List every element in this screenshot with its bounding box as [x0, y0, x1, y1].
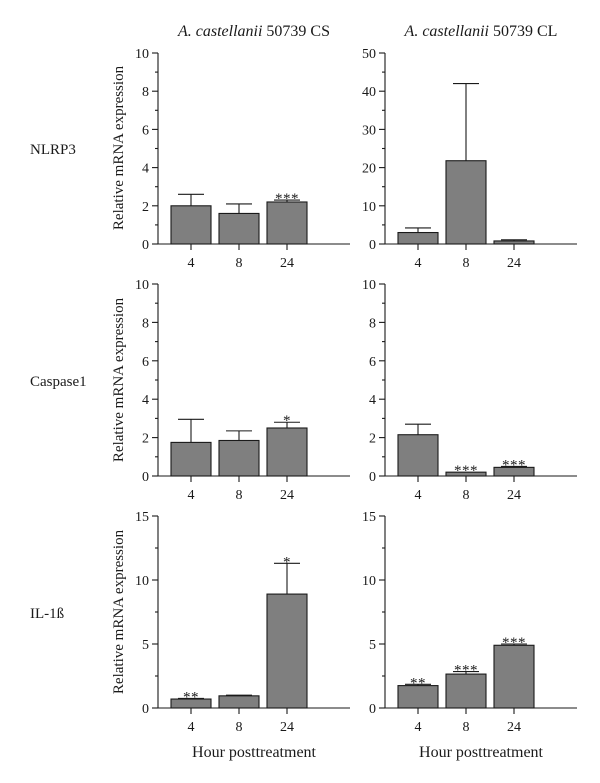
significance-mark-4h: **	[410, 675, 426, 691]
y-tick-label: 8	[369, 316, 376, 331]
y-tick-label: 6	[142, 123, 149, 138]
bar-24h	[493, 240, 535, 245]
bar-24h	[266, 427, 308, 477]
y-tick-label: 30	[362, 123, 376, 138]
y-tick-label: 10	[362, 574, 376, 589]
x-axis-label-cl: Hour posttreatment	[419, 744, 544, 761]
y-tick-label: 50	[362, 47, 376, 62]
x-tick-label-24: 24	[507, 256, 521, 271]
y-tick-label: 0	[142, 470, 149, 485]
bar-8h	[445, 673, 487, 709]
panel-il1-cs: 0 5 10 15 4 ** 8 24 *	[135, 510, 350, 735]
bar-24h	[266, 201, 308, 245]
bar-8h	[218, 439, 260, 477]
x-tick-label-4: 4	[415, 256, 422, 271]
bar-24h	[493, 644, 535, 709]
y-tick-label: 8	[142, 85, 149, 100]
significance-mark-8h: ***	[454, 663, 478, 679]
x-tick-label-4: 4	[188, 256, 195, 271]
y-tick-label: 15	[362, 510, 376, 525]
panel-il1-cl: 0 5 10 15 4 ** 8 *** 24 ***	[362, 510, 577, 735]
y-tick-label: 10	[135, 574, 149, 589]
y-tick-label: 6	[369, 355, 376, 370]
row-label-caspase1: Caspase1	[30, 374, 87, 390]
bar-4h	[170, 441, 212, 477]
x-tick-label-8: 8	[463, 256, 470, 271]
bar-4h	[397, 434, 439, 477]
x-tick-label-4: 4	[415, 488, 422, 503]
y-tick-label: 0	[369, 238, 376, 253]
y-tick-label: 5	[369, 638, 376, 653]
y-axis-label-row1: Relative mRNA expression	[111, 65, 127, 230]
y-tick-label: 2	[142, 432, 149, 447]
significance-mark-4h: **	[183, 689, 199, 705]
x-tick-label-8: 8	[236, 256, 243, 271]
bar-8h	[218, 695, 260, 709]
y-tick-label: 0	[369, 470, 376, 485]
x-tick-label-24: 24	[280, 720, 294, 735]
column-title-cl: A. castellanii 50739 CL	[404, 23, 558, 40]
significance-mark-24h: *	[283, 413, 291, 429]
y-tick-label: 15	[135, 510, 149, 525]
y-tick-label: 0	[142, 702, 149, 717]
x-tick-label-8: 8	[236, 720, 243, 735]
y-tick-label: 4	[142, 393, 149, 408]
x-tick-label-4: 4	[415, 720, 422, 735]
bar-8h	[445, 160, 487, 245]
x-tick-label-24: 24	[507, 720, 521, 735]
x-tick-label-24: 24	[507, 488, 521, 503]
y-axis-label-row2: Relative mRNA expression	[111, 297, 127, 462]
x-tick-label-24: 24	[280, 488, 294, 503]
bar-24h	[266, 593, 308, 709]
significance-mark-8h: ***	[454, 463, 478, 479]
x-tick-label-8: 8	[463, 488, 470, 503]
significance-mark-24h: ***	[275, 191, 299, 207]
y-tick-label: 2	[369, 432, 376, 447]
y-axis-label-row3: Relative mRNA expression	[111, 529, 127, 694]
row-label-nlrp3: NLRP3	[30, 142, 76, 158]
column-title-cs: A. castellanii 50739 CS	[177, 23, 330, 40]
panel-nlrp3-cl: 0 10 20 30 40 50 4 8 24	[362, 47, 577, 271]
bar-4h	[170, 205, 212, 245]
y-tick-label: 4	[369, 393, 376, 408]
x-tick-label-24: 24	[280, 256, 294, 271]
y-tick-label: 4	[142, 162, 149, 177]
y-tick-label: 2	[142, 200, 149, 215]
y-tick-label: 0	[369, 702, 376, 717]
y-tick-label: 20	[362, 162, 376, 177]
x-tick-label-8: 8	[236, 488, 243, 503]
y-tick-label: 10	[362, 200, 376, 215]
x-tick-label-4: 4	[188, 720, 195, 735]
x-tick-label-8: 8	[463, 720, 470, 735]
y-tick-label: 10	[135, 278, 149, 293]
y-tick-label: 10	[362, 278, 376, 293]
significance-mark-24h: ***	[502, 457, 526, 473]
bar-4h	[397, 231, 439, 245]
row-label-il1b: IL-1ß	[30, 606, 64, 622]
y-tick-label: 6	[142, 355, 149, 370]
y-tick-label: 40	[362, 85, 376, 100]
y-tick-label: 5	[142, 638, 149, 653]
significance-mark-24h: *	[283, 554, 291, 570]
x-tick-label-4: 4	[188, 488, 195, 503]
x-axis-label-cs: Hour posttreatment	[192, 744, 317, 761]
y-tick-label: 10	[135, 47, 149, 62]
bar-8h	[218, 212, 260, 245]
y-tick-label: 0	[142, 238, 149, 253]
significance-mark-24h: ***	[502, 635, 526, 651]
y-tick-label: 8	[142, 316, 149, 331]
